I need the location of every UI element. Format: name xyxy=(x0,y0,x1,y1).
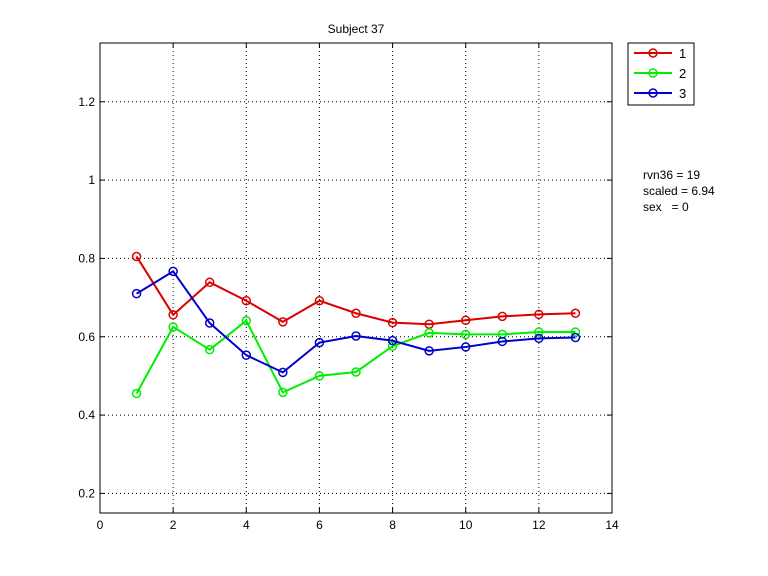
data-point xyxy=(168,310,178,320)
axis-ticks: 0 2 4 6 8 10 12 14 0.2 0.4 0.6 0.8 1 1.2 xyxy=(78,43,619,532)
series-1 xyxy=(131,251,581,329)
legend-item-1: 1 xyxy=(634,46,686,61)
x-tick-label: 8 xyxy=(389,518,396,532)
data-point xyxy=(424,346,434,356)
data-point xyxy=(131,388,142,399)
y-tick-label: 1.2 xyxy=(78,95,95,109)
y-tick-label: 0.6 xyxy=(78,330,95,344)
data-point xyxy=(534,309,544,320)
data-point xyxy=(168,266,178,277)
x-tick-label: 4 xyxy=(243,518,250,532)
x-tick-label: 12 xyxy=(532,518,546,532)
data-point xyxy=(497,336,508,347)
data-point xyxy=(204,318,215,328)
series-line-3 xyxy=(136,270,576,374)
x-tick-label: 6 xyxy=(316,518,323,532)
legend-marker xyxy=(648,88,658,98)
y-tick-label: 0.4 xyxy=(78,408,95,422)
annotation-rvn36: rvn36 = 19 xyxy=(643,168,701,182)
data-point xyxy=(351,308,361,318)
y-tick-label: 0.8 xyxy=(78,251,95,265)
data-point xyxy=(570,332,581,343)
series-line-1 xyxy=(135,255,576,326)
data-point xyxy=(204,277,215,288)
y-tick-label: 0.2 xyxy=(78,486,95,500)
data-point xyxy=(534,327,544,337)
series-layer xyxy=(131,251,581,399)
x-tick-label: 0 xyxy=(97,518,104,532)
chart-title: Subject 37 xyxy=(328,22,385,36)
data-point xyxy=(314,371,325,381)
legend-label: 2 xyxy=(679,66,686,81)
data-point xyxy=(241,350,252,360)
data-point xyxy=(278,387,288,398)
legend-item-3: 3 xyxy=(634,86,686,101)
data-point xyxy=(534,333,544,344)
data-point xyxy=(570,327,581,337)
data-point xyxy=(387,335,398,346)
data-point xyxy=(131,288,142,299)
data-point xyxy=(460,342,471,352)
plot-area xyxy=(100,43,612,513)
data-point xyxy=(241,295,252,306)
data-point xyxy=(241,315,252,326)
data-point xyxy=(387,317,398,328)
legend-marker xyxy=(648,48,658,58)
data-point xyxy=(131,251,142,262)
x-tick-label: 2 xyxy=(170,518,177,532)
data-point xyxy=(460,315,471,326)
data-point xyxy=(387,341,398,351)
data-point xyxy=(278,317,288,327)
legend: 1 2 3 xyxy=(627,42,695,106)
data-point xyxy=(424,328,434,338)
data-point xyxy=(278,367,288,378)
data-point xyxy=(168,322,178,332)
data-point xyxy=(570,308,581,318)
plot-frame xyxy=(99,42,613,514)
legend-item-2: 2 xyxy=(634,66,686,81)
x-tick-label: 10 xyxy=(459,518,473,532)
legend-label: 3 xyxy=(679,86,686,101)
data-point xyxy=(204,344,215,355)
series-line-2 xyxy=(135,319,576,395)
annotation-sex: sex = 0 xyxy=(643,200,689,214)
series-2 xyxy=(131,315,581,399)
x-tick-label: 14 xyxy=(605,518,619,532)
data-point xyxy=(497,311,508,322)
data-point xyxy=(497,329,508,340)
data-point xyxy=(314,295,325,306)
data-point xyxy=(460,329,471,340)
legend-label: 1 xyxy=(679,46,686,61)
y-tick-label: 1 xyxy=(88,173,95,187)
data-point xyxy=(351,331,361,341)
annotation-scaled: scaled = 6.94 xyxy=(643,184,715,198)
legend-marker xyxy=(648,68,658,78)
series-3 xyxy=(131,266,581,378)
data-point xyxy=(314,337,325,348)
data-point xyxy=(351,367,361,377)
